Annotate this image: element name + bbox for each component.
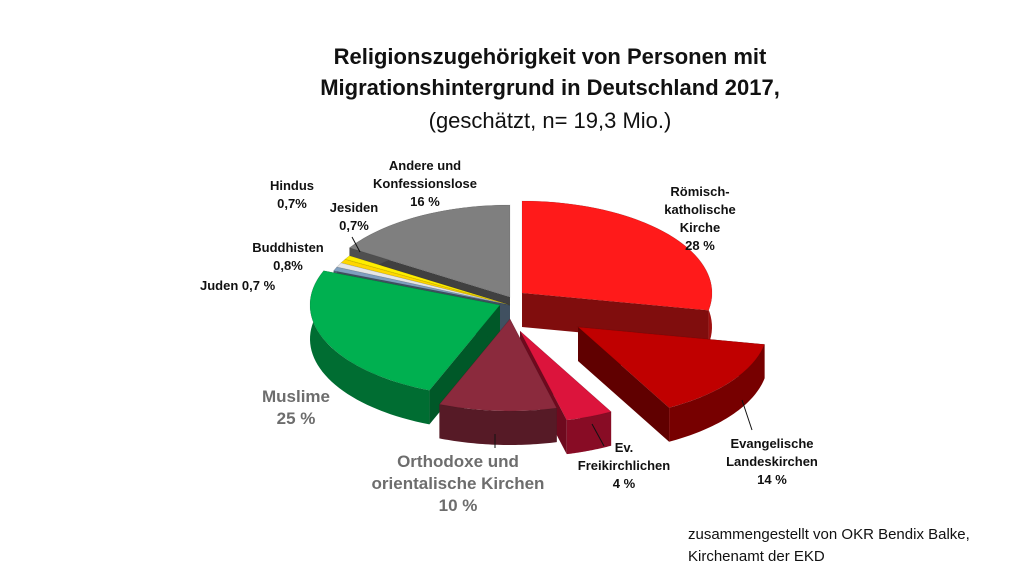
pie-slice-orthodoxe-und-orientalische-kirchen xyxy=(438,318,558,412)
data-label-line: 28 % xyxy=(685,238,715,253)
credit-line-2: Kirchenamt der EKD xyxy=(688,548,825,565)
leader-line xyxy=(591,423,605,447)
pie-slice-ev-freikirchlichen xyxy=(519,330,613,421)
data-label-line: 10 % xyxy=(439,496,478,515)
data-label-line: Orthodoxe und xyxy=(397,452,519,471)
data-label-andere-und-konfessionslose: Andere und Konfessionslose 16 % xyxy=(373,158,477,209)
pie-slice-r-misch-katholische-kirche xyxy=(521,200,713,311)
data-label-r-misch-katholische-kirche: Römisch-katholische Kirche 28 % xyxy=(664,184,736,253)
data-label-line: orientalische Kirchen xyxy=(372,474,545,493)
data-label-line: 0,8% xyxy=(273,258,303,273)
data-label-line: Muslime xyxy=(262,387,330,406)
data-label-buddhisten: Buddhisten 0,8% xyxy=(252,240,324,273)
pie-slice-wall xyxy=(669,344,765,442)
data-label-line: Evangelische xyxy=(730,436,813,451)
chart-title-line-2: Migrationshintergrund in Deutschland 201… xyxy=(320,75,780,100)
pie-slice-hindus xyxy=(340,258,511,306)
data-label-line: 25 % xyxy=(277,409,316,428)
data-label-line: Buddhisten xyxy=(252,240,324,255)
data-label-line: Hindus xyxy=(270,178,314,193)
data-label-evangelische-landeskirchen: Evangelische Landeskirchen 14 % xyxy=(726,436,818,487)
data-label-line: Ev. xyxy=(615,440,634,455)
credit-line-1: zusammengestellt von OKR Bendix Balke, xyxy=(688,526,970,543)
chart-subtitle: (geschätzt, n= 19,3 Mio.) xyxy=(428,108,672,133)
data-label-orthodoxe-und-orientalische-kirchen: Orthodoxe und orientalische Kirchen 10 % xyxy=(372,452,545,515)
chart-title-line-1: Religionszugehörigkeit von Personen mit xyxy=(333,44,767,69)
data-label-jesiden: Jesiden 0,7% xyxy=(330,200,378,233)
data-label-line: 0,7% xyxy=(277,196,307,211)
pie-slice-buddhisten xyxy=(336,262,511,306)
data-label-hindus: Hindus 0,7% xyxy=(270,178,314,211)
data-label-line: Römisch- xyxy=(670,184,729,199)
pie-slice-juden xyxy=(332,266,511,306)
data-label-juden: Juden 0,7 % xyxy=(200,278,276,293)
data-label-line: Freikirchlichen xyxy=(578,458,671,473)
data-label-line: Landeskirchen xyxy=(726,454,818,469)
source-credit: zusammengestellt von OKR Bendix Balke, K… xyxy=(688,524,970,568)
pie-slice-edge-end xyxy=(578,327,670,442)
data-label-line: Andere und xyxy=(389,158,461,173)
data-label-ev-freikirchlichen: Ev. Freikirchlichen 4 % xyxy=(578,440,671,491)
data-label-line: 0,7% xyxy=(339,218,369,233)
leader-line xyxy=(351,236,361,253)
leader-line xyxy=(741,399,753,431)
data-label-line: katholische xyxy=(664,202,736,217)
pie-slice-wall xyxy=(310,270,430,425)
data-label-line: Konfessionslose xyxy=(373,176,477,191)
pie-slice-evangelische-landeskirchen xyxy=(576,326,766,409)
data-label-muslime: Muslime 25 % xyxy=(262,387,330,428)
pie-slice-muslime xyxy=(309,270,501,391)
pie-slice-andere-und-konfessionslose xyxy=(348,204,511,298)
data-label-line: 4 % xyxy=(613,476,636,491)
data-label-line: 14 % xyxy=(757,472,787,487)
pie-slice-edge-end xyxy=(522,293,709,345)
pie-slice-wall xyxy=(566,411,612,455)
data-label-line: Jesiden xyxy=(330,200,378,215)
data-label-line: 16 % xyxy=(410,194,440,209)
data-label-line: Juden 0,7 % xyxy=(200,278,276,293)
pie-slice-wall xyxy=(439,404,557,445)
pie-slices xyxy=(309,200,766,455)
pie-slice-jesiden xyxy=(344,255,511,306)
data-label-line: Kirche xyxy=(680,220,720,235)
